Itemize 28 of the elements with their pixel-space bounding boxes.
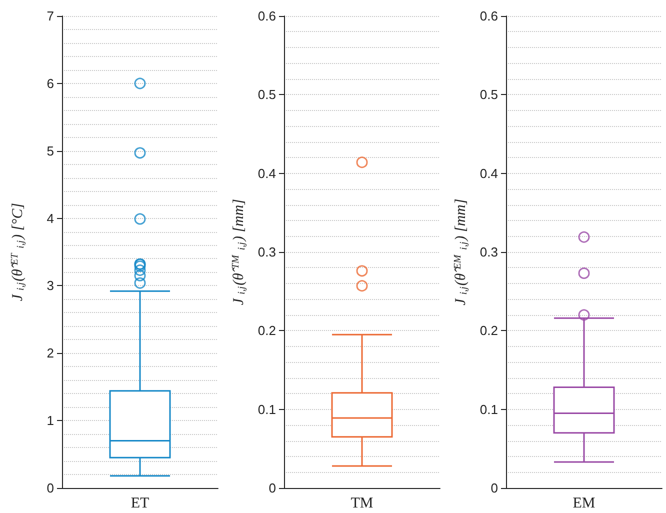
y-tick-label: 0.1 [480, 402, 498, 417]
y-tick-label: 0.3 [480, 244, 498, 260]
y-tick-label: 0.2 [480, 323, 498, 338]
y-tick-label: 5 [46, 143, 54, 158]
x-tick-label: EM [572, 496, 596, 512]
x-tick-label: TM [350, 496, 374, 512]
x-tick-label: ET [130, 496, 150, 512]
y-tick-label: 2 [46, 346, 54, 361]
y-tick-label: 0 [490, 480, 498, 496]
y-tick-label: 0.6 [258, 8, 276, 24]
y-tick-label: 0.4 [258, 166, 276, 181]
y-axis-title: Ji,j(θ̂TMi,j) [mm] [230, 198, 248, 306]
y-tick-label: 0.5 [258, 87, 276, 102]
y-tick-label: 7 [46, 8, 54, 24]
y-tick-label: 6 [46, 76, 54, 91]
y-tick-label: 4 [46, 210, 54, 226]
y-tick-label: 0.4 [480, 166, 498, 181]
y-tick-label: 1 [46, 413, 54, 428]
y-axis-title: Ji,j(θ̂EMi,j) [mm] [452, 198, 470, 306]
y-tick-label: 0.5 [480, 87, 498, 102]
y-axis-title: Ji,j(θ̂ETi,j) [°C] [10, 202, 26, 302]
y-tick-label: 0 [46, 480, 54, 496]
y-tick-label: 3 [46, 278, 54, 294]
y-tick-label: 0.1 [258, 402, 276, 417]
y-tick-label: 0.2 [258, 323, 276, 338]
y-tick-label: 0.6 [480, 8, 498, 24]
y-tick-label: 0 [268, 480, 276, 496]
y-tick-label: 0.3 [258, 244, 276, 260]
